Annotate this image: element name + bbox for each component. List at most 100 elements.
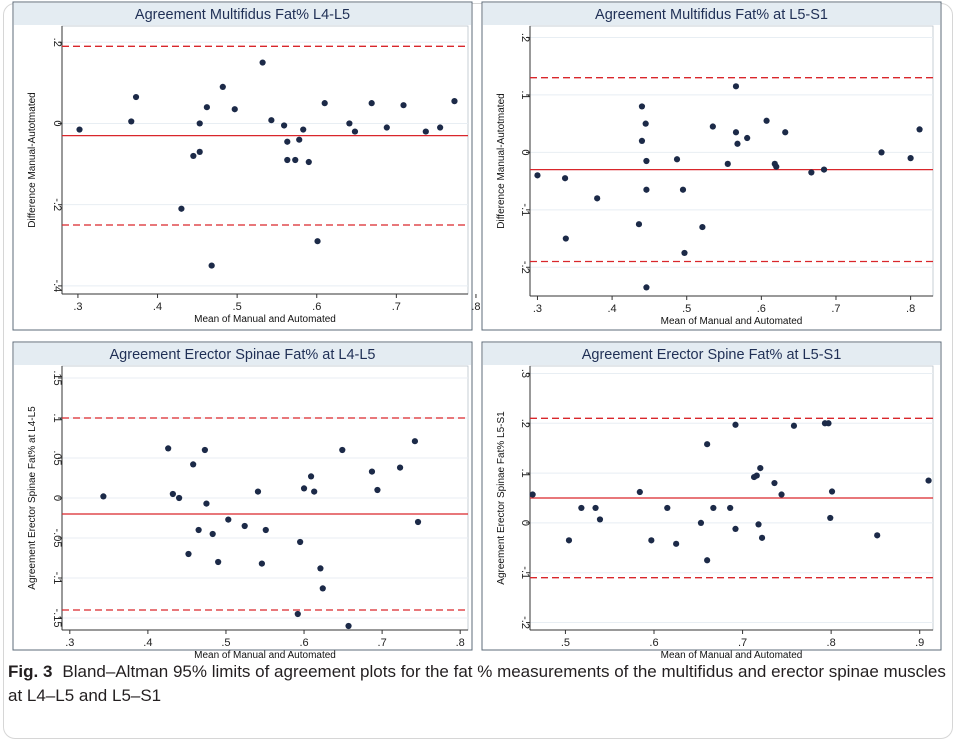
data-point [763,117,770,124]
data-point [258,560,265,567]
x-axis-title: Mean of Manual and Automated [661,650,803,660]
data-point [300,485,308,492]
data-point [262,526,269,534]
data-point [368,468,376,475]
data-point [190,461,197,468]
data-point [827,514,834,522]
x-tick-label: .7 [392,301,401,313]
y-tick-label: .2 [51,38,63,47]
x-tick-label: .6 [299,637,308,649]
data-point [284,156,291,164]
data-point [782,129,789,136]
data-point [825,420,832,427]
data-point [673,540,680,547]
data-point [201,446,208,454]
data-point [422,128,429,135]
data-point [414,518,422,526]
x-tick-label: .6 [757,303,766,315]
x-axis-title: Mean of Manual and Automated [194,314,336,325]
data-point [451,98,458,105]
data-point [165,445,172,452]
title-band [483,3,940,25]
data-point [383,124,390,131]
x-tick-label: .3 [65,637,74,649]
y-tick-label: 0 [51,120,63,126]
data-point [732,129,740,136]
data-point [185,550,192,558]
y-tick-label: -.2 [51,198,63,211]
data-point [225,516,232,523]
data-point [734,140,741,147]
data-point [561,175,569,182]
data-point [268,117,275,124]
y-tick-label: .2 [519,33,531,42]
data-point [241,522,248,530]
y-tick-label: -.1 [519,203,531,216]
data-point [231,106,238,113]
data-point [374,486,381,494]
data-point [321,100,328,107]
x-tick-label: .5 [221,637,230,649]
data-point [437,124,444,131]
data-point [732,525,739,532]
x-axis-title: Mean of Manual and Automated [661,316,803,327]
data-point [529,491,536,498]
y-tick-label: .1 [519,469,531,478]
x-tick-label: .4 [153,301,162,313]
data-point [132,93,140,101]
data-point [534,172,541,179]
chart-title: Agreement Multifidus Fat% at L5-S1 [595,7,828,23]
data-point [642,120,649,127]
y-tick-label: -.1 [519,566,531,579]
title-band [14,343,471,365]
data-point [648,537,655,544]
x-tick-label: .8 [906,303,915,315]
data-point [565,537,573,544]
data-point [744,134,751,142]
data-point [319,585,326,592]
data-point [643,186,650,193]
data-point [196,148,203,155]
x-tick-label: .5 [682,303,691,315]
data-point [176,494,183,502]
data-point [411,438,419,445]
x-tick-label: .7 [831,303,840,315]
data-point [128,118,135,125]
panel-2: Agreement Multifidus Fat% at L5-S1 -.2 -.1… [481,1,942,331]
data-point [311,488,318,495]
data-point [907,155,914,162]
data-point [664,504,671,512]
data-point [755,521,762,528]
data-point [635,221,643,228]
data-point [925,477,932,484]
y-axis-title: Difference Manual-Autotmated [496,93,507,228]
data-point [345,622,352,630]
x-axis-title: Mean of Manual and Automated [194,650,336,660]
y-tick-label: 0 [51,495,63,501]
data-point [195,526,202,534]
data-point [592,504,599,512]
caption-text: Bland–Altman 95% limits of agreement plo… [8,662,946,705]
data-point [638,103,646,110]
data-point [636,488,643,496]
data-point [215,558,222,566]
data-point [643,284,650,291]
data-point [681,249,688,257]
chart-title: Agreement Erector Spine Fat% at L5-S1 [582,347,842,363]
data-point [828,488,836,495]
data-point [178,205,185,212]
chart-title: Agreement Multifidus Fat% L4-L5 [135,7,350,23]
data-point [300,126,307,133]
data-point [758,534,766,541]
y-tick-label: -.1 [51,572,63,585]
data-point [704,441,711,448]
data-point [76,126,83,133]
x-tick-label: .6 [312,301,321,313]
x-tick-label: .4 [607,303,616,315]
data-point [778,491,785,498]
data-point [673,156,681,163]
data-point [874,532,881,539]
data-point [203,104,210,111]
data-point [704,557,711,564]
data-point [732,83,740,90]
